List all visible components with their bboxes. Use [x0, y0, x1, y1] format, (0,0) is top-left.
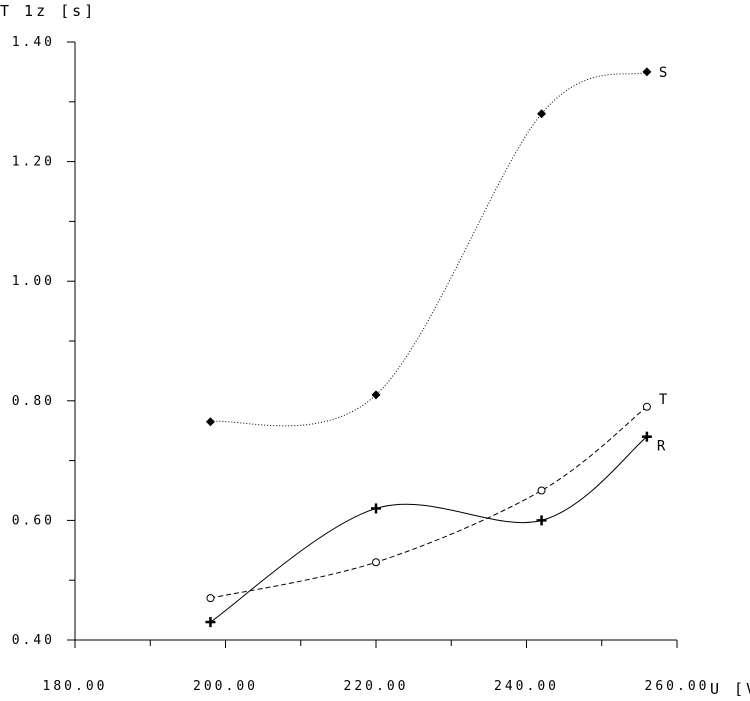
y-tick-label: 1.00 — [12, 274, 55, 289]
series-line-t — [210, 406, 648, 599]
series-label-s: S — [659, 65, 667, 81]
y-tick-label: 0.80 — [12, 394, 55, 409]
y-tick-label: 0.40 — [12, 633, 55, 648]
data-point-plus — [641, 431, 652, 442]
data-point-diamond — [371, 390, 381, 400]
y-axis-title: T 1z [s] — [0, 2, 96, 20]
series-line-s — [210, 71, 648, 427]
x-axis-title: U [V] — [710, 680, 750, 698]
data-point-plus — [205, 617, 216, 628]
x-tick-label: 200.00 — [193, 679, 258, 694]
x-tick-label: 240.00 — [494, 679, 559, 694]
x-tick-label: 220.00 — [344, 679, 409, 694]
x-tick-label: 260.00 — [645, 679, 710, 694]
series-line-r — [210, 436, 648, 623]
series-t: T — [206, 392, 668, 603]
x-tick-label: 180.00 — [43, 679, 108, 694]
data-point-diamond — [642, 67, 652, 77]
data-point-diamond — [205, 417, 215, 427]
series-label-r: R — [657, 439, 666, 455]
data-point-plus — [536, 515, 547, 526]
data-point-circle — [537, 486, 546, 495]
data-point-circle — [372, 558, 380, 567]
y-tick-label: 0.60 — [12, 513, 55, 528]
y-tick-label: 1.20 — [12, 155, 55, 170]
series-layer: S T R — [205, 65, 668, 628]
axes: 0.40 0.60 0.80 1.00 1.20 1.40 180.00 200.00 220.… — [12, 35, 710, 694]
series-s: S — [205, 65, 667, 427]
series-label-t: T — [659, 392, 668, 408]
series-r: R — [205, 431, 666, 628]
data-point-diamond — [537, 109, 547, 119]
data-point-circle — [206, 594, 215, 603]
data-point-circle — [642, 402, 651, 411]
data-point-plus — [371, 503, 381, 514]
y-tick-label: 1.40 — [12, 35, 55, 50]
